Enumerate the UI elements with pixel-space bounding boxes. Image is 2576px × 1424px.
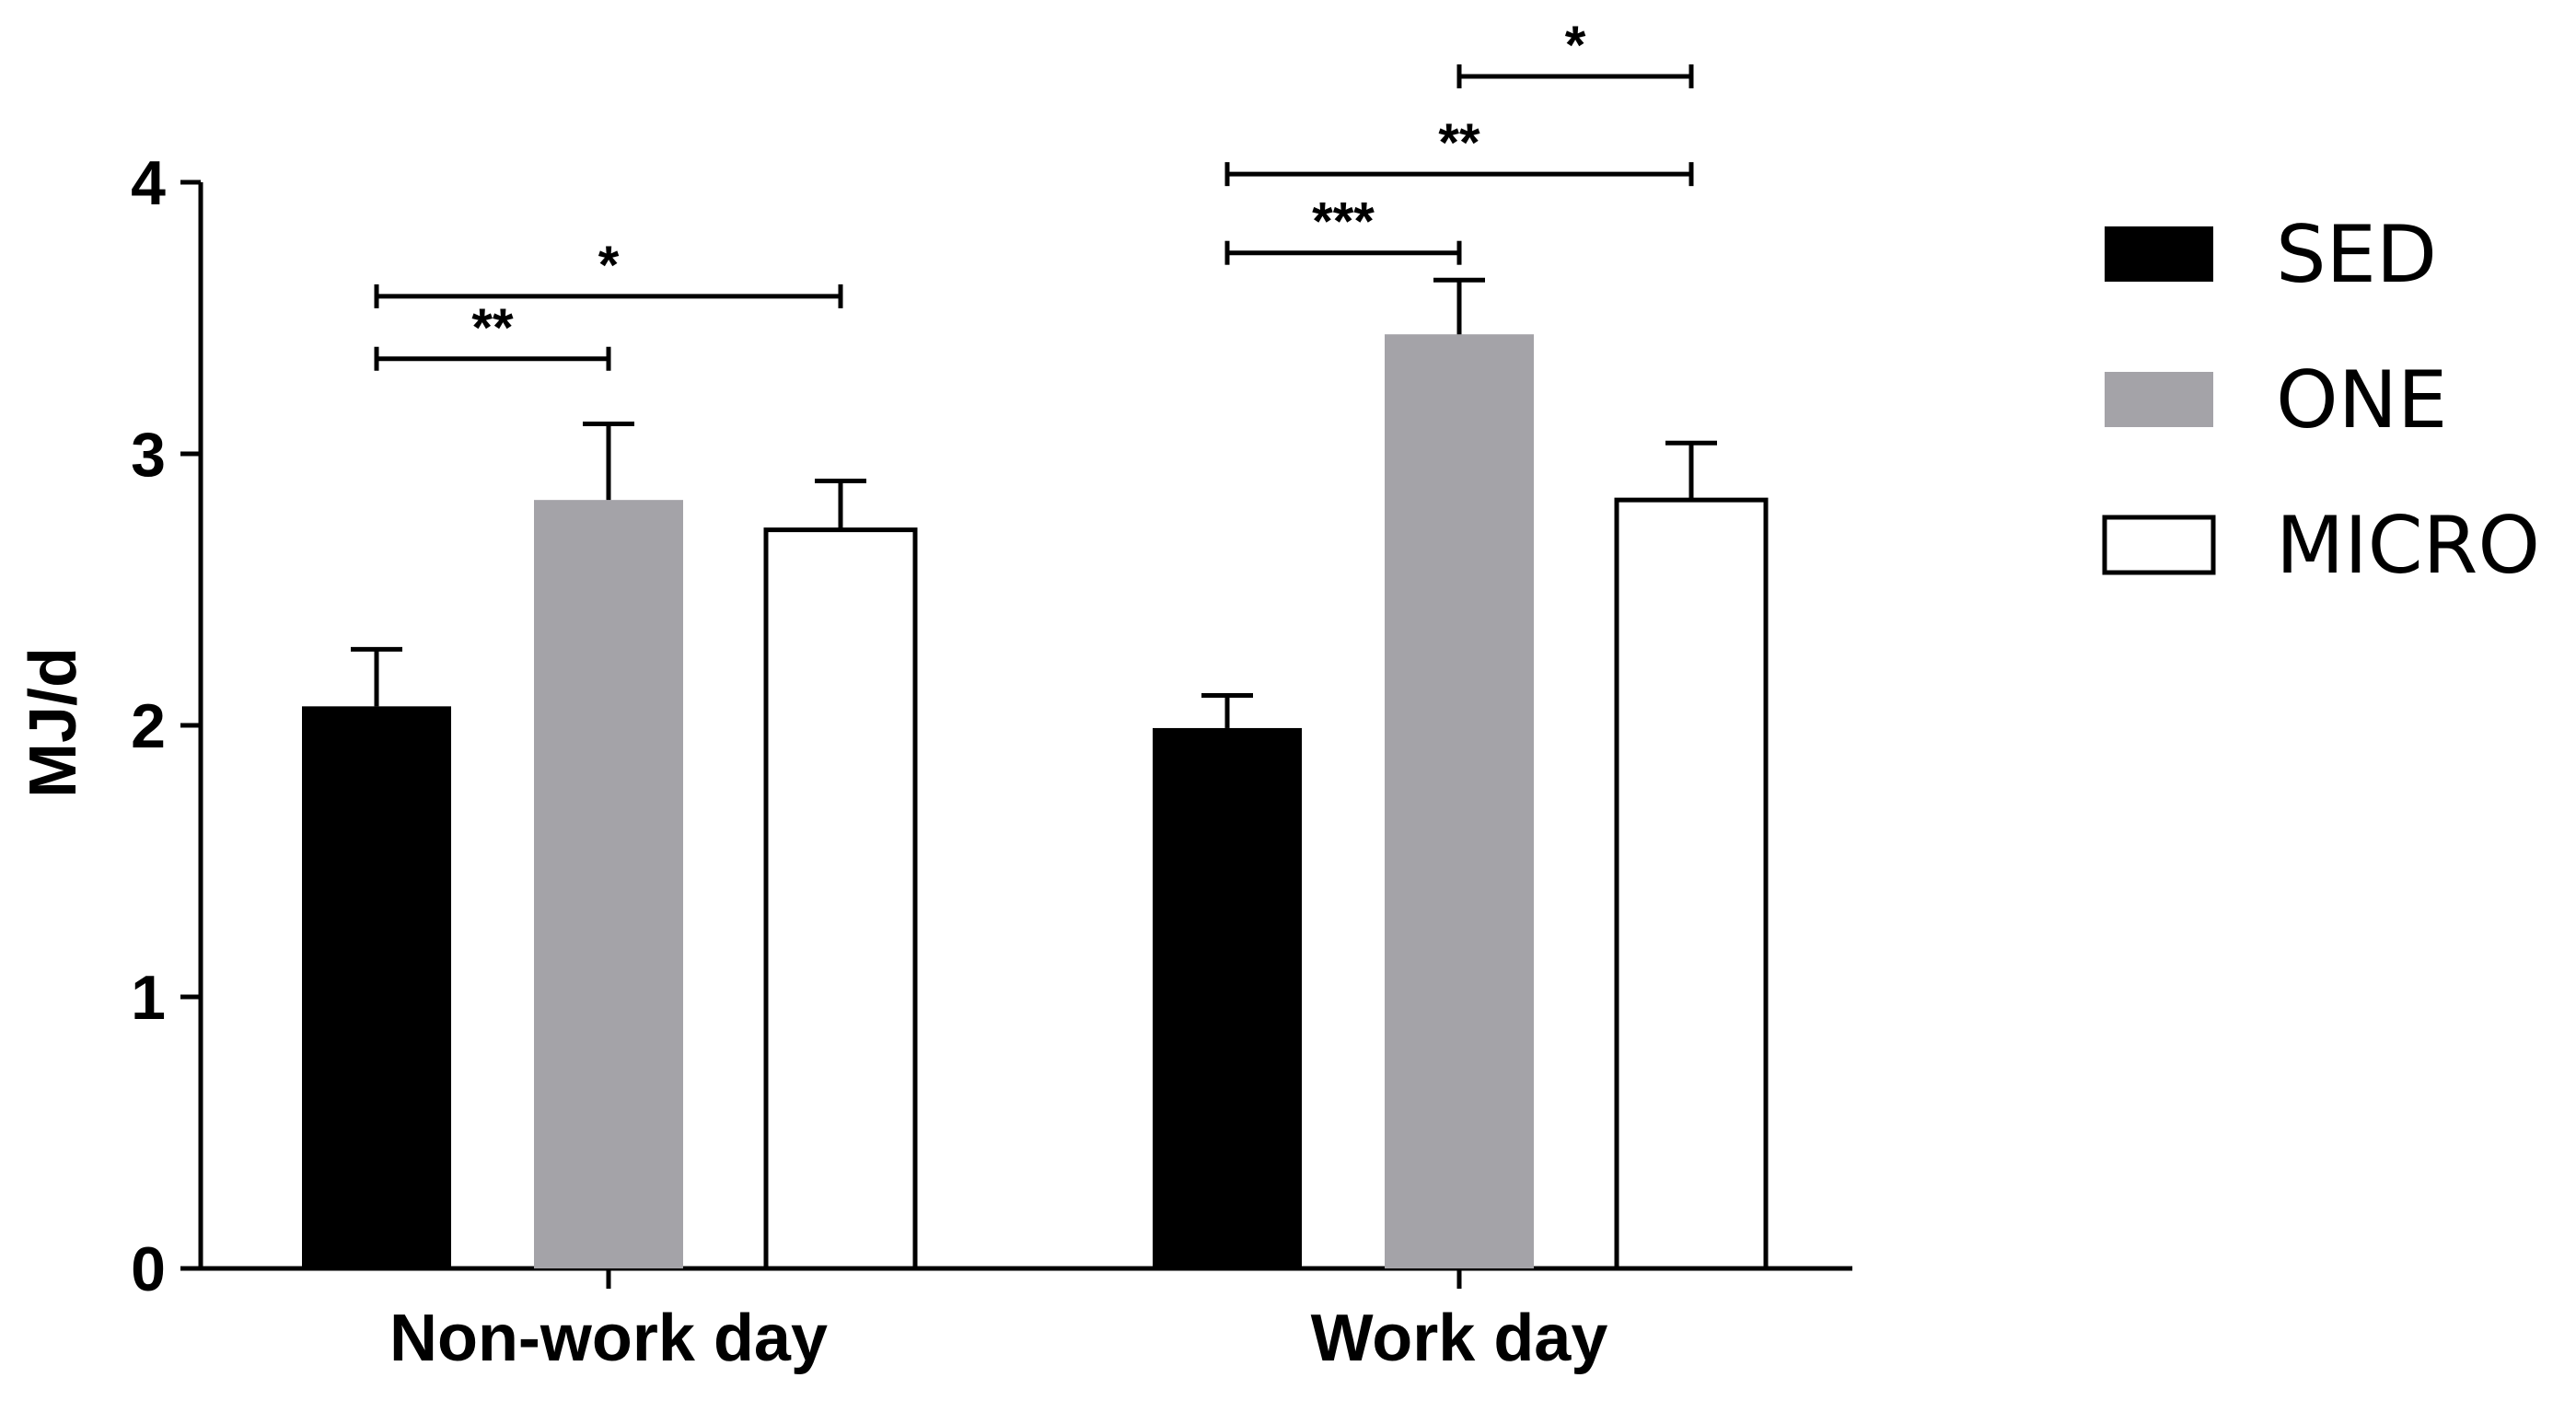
significance-label: ***	[1312, 192, 1375, 252]
significance-brackets: *********	[374, 16, 1694, 371]
significance-label: *	[598, 236, 620, 295]
x-tick-label: Non-work day	[389, 1302, 828, 1375]
y-tick-label: 2	[131, 691, 166, 761]
legend-label-micro: MICRO	[2276, 500, 2540, 592]
y-tick-label: 4	[131, 148, 166, 218]
legend-swatch-sed	[2105, 226, 2213, 282]
bar-sed-work-day	[1153, 727, 1302, 1268]
bar-sed-non-work-day	[302, 706, 451, 1268]
legend-swatch-one	[2105, 372, 2213, 427]
axes: 0 1 2 3 4 Non-work day Work day	[131, 148, 1852, 1375]
legend-label-one: ONE	[2276, 354, 2447, 446]
y-tick-label: 1	[131, 963, 166, 1033]
significance-label: **	[471, 298, 514, 358]
bars	[302, 334, 1769, 1271]
significance-label: *	[1565, 16, 1586, 75]
y-tick-label: 0	[131, 1234, 166, 1304]
y-axis-label: MJ/d	[17, 647, 90, 798]
legend-label-sed: SED	[2276, 209, 2437, 301]
legend-swatch-micro	[2102, 515, 2216, 575]
bar-micro-work-day	[1614, 497, 1769, 1271]
y-tick-label: 3	[131, 420, 166, 490]
bar-one-non-work-day	[534, 500, 683, 1268]
bar-one-work-day	[1385, 334, 1534, 1268]
legend: SED ONE MICRO	[2102, 209, 2540, 592]
bar-micro-non-work-day	[763, 527, 918, 1271]
x-tick-label: Work day	[1311, 1302, 1608, 1375]
significance-label: **	[1438, 113, 1480, 173]
error-bars	[351, 277, 1717, 728]
